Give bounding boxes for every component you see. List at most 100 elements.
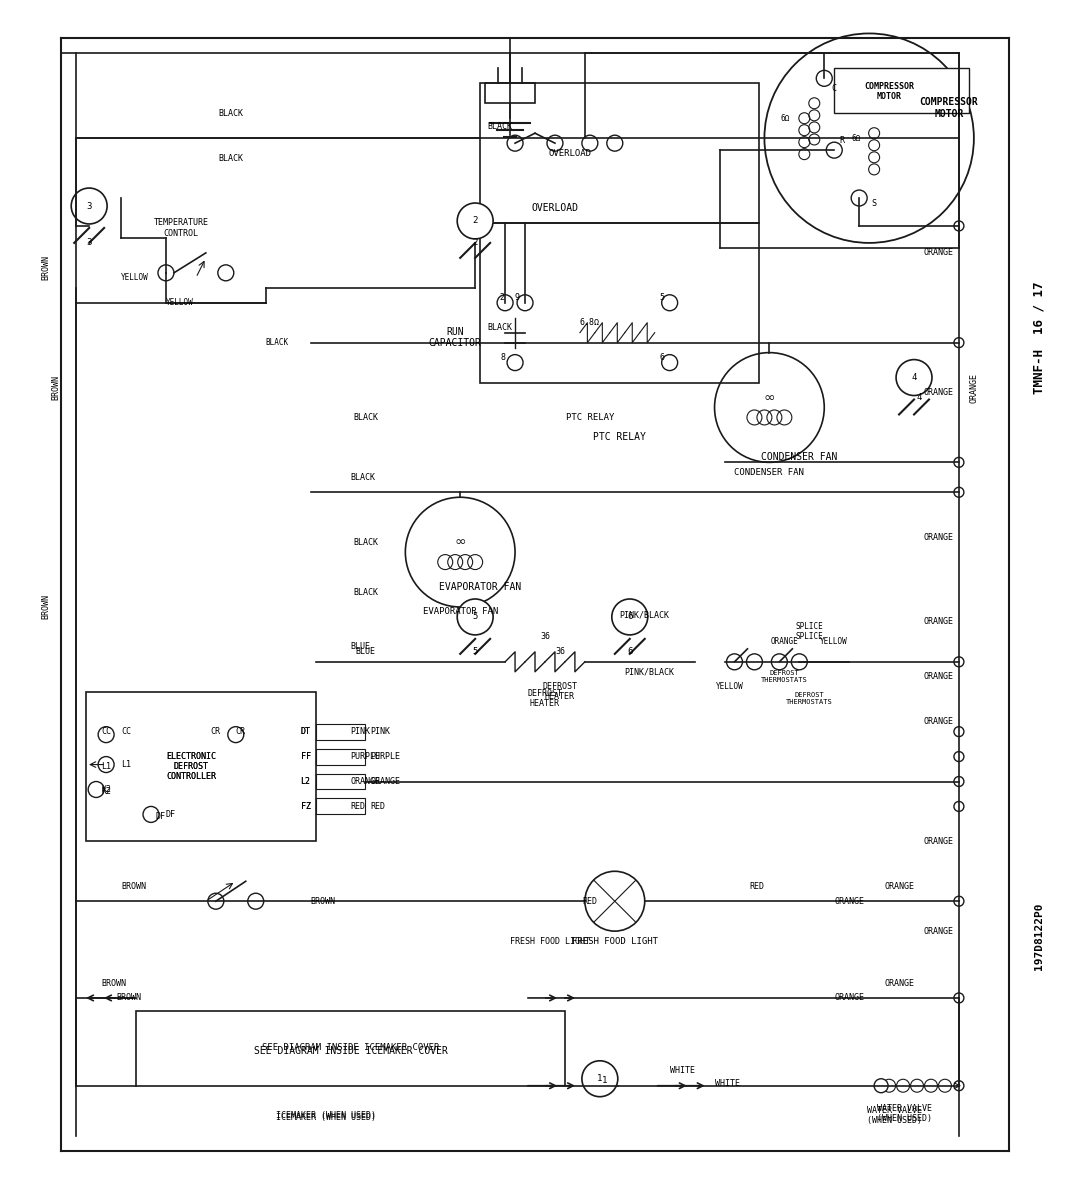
Text: BROWN: BROWN (116, 994, 141, 1003)
Text: ORANGE: ORANGE (835, 896, 864, 906)
Text: 36: 36 (555, 647, 565, 656)
Circle shape (606, 135, 623, 151)
Text: PINK: PINK (370, 728, 391, 736)
Circle shape (954, 726, 964, 737)
Circle shape (458, 203, 493, 239)
Circle shape (954, 656, 964, 667)
Circle shape (158, 265, 174, 281)
Text: EVAPORATOR FAN: EVAPORATOR FAN (422, 608, 498, 616)
Text: ORANGE: ORANGE (835, 994, 864, 1003)
Text: BROWN: BROWN (121, 882, 146, 890)
Circle shape (248, 894, 264, 909)
Text: BLACK: BLACK (266, 338, 289, 347)
Circle shape (98, 756, 114, 773)
Circle shape (517, 294, 533, 311)
Text: 2: 2 (473, 239, 478, 247)
Text: YELLOW: YELLOW (821, 637, 848, 647)
Text: BROWN: BROWN (310, 896, 336, 906)
Text: ORANGE: ORANGE (370, 777, 401, 786)
Circle shape (954, 1080, 964, 1091)
Circle shape (727, 654, 742, 669)
Text: EVAPORATOR FAN: EVAPORATOR FAN (439, 582, 521, 592)
Text: 36: 36 (540, 633, 550, 641)
Text: L1: L1 (121, 760, 131, 769)
Text: 2  9: 2 9 (500, 293, 520, 303)
Text: BLUE: BLUE (355, 647, 376, 656)
Text: ORANGE: ORANGE (924, 717, 954, 726)
Circle shape (954, 457, 964, 468)
Circle shape (746, 654, 763, 669)
Text: ORANGE: ORANGE (350, 777, 380, 786)
Bar (316, 749, 365, 764)
Circle shape (612, 599, 647, 635)
Text: CR: CR (236, 728, 246, 736)
Text: 5: 5 (660, 293, 665, 303)
Text: SEE DIAGRAM INSIDE ICEMAKER COVER: SEE DIAGRAM INSIDE ICEMAKER COVER (262, 1043, 439, 1053)
Text: DF: DF (156, 812, 166, 821)
Circle shape (792, 654, 808, 669)
Text: WHITE: WHITE (670, 1066, 695, 1075)
Text: DT: DT (300, 728, 310, 736)
Text: ORANGE: ORANGE (924, 388, 954, 396)
Text: PINK/BLACK: PINK/BLACK (625, 667, 674, 677)
Text: CC: CC (121, 728, 131, 736)
Text: L2: L2 (300, 777, 310, 786)
Bar (316, 799, 365, 814)
Bar (316, 724, 365, 740)
Bar (480, 223, 759, 382)
Text: COMPRESSOR
MOTOR: COMPRESSOR MOTOR (920, 97, 978, 119)
Text: BLACK: BLACK (353, 413, 378, 421)
Circle shape (826, 142, 842, 158)
Text: RED: RED (350, 802, 365, 811)
Bar (86, 692, 316, 842)
Text: TEMPERATURE
CONTROL: TEMPERATURE CONTROL (153, 218, 209, 237)
Circle shape (954, 488, 964, 497)
Circle shape (88, 781, 104, 798)
Text: 197D8122P0: 197D8122P0 (1034, 902, 1044, 970)
Text: 6Ω: 6Ω (780, 114, 789, 122)
Text: DEFROST
HEATER: DEFROST HEATER (528, 688, 562, 709)
Text: RED: RED (583, 896, 598, 906)
Text: 3: 3 (86, 202, 92, 210)
Circle shape (208, 894, 224, 909)
Text: 2: 2 (473, 216, 478, 226)
Circle shape (582, 135, 598, 151)
Text: ORANGE: ORANGE (924, 533, 954, 541)
Text: CONDENSER FAN: CONDENSER FAN (761, 452, 838, 463)
Circle shape (98, 726, 114, 743)
Text: 8: 8 (500, 353, 505, 362)
Text: ∞: ∞ (454, 535, 466, 550)
Text: ORANGE: ORANGE (969, 373, 978, 402)
Text: BLACK: BLACK (353, 538, 378, 547)
Text: FRESH FOOD LIGHT: FRESH FOOD LIGHT (510, 937, 590, 946)
Circle shape (71, 188, 107, 224)
Text: BROWN: BROWN (42, 595, 51, 620)
Text: ORANGE: ORANGE (924, 248, 954, 258)
Circle shape (896, 360, 932, 395)
Text: ICEMAKER (WHEN USED): ICEMAKER (WHEN USED) (276, 1113, 376, 1122)
Text: BLACK: BLACK (353, 588, 378, 597)
Circle shape (143, 806, 159, 823)
Circle shape (458, 599, 493, 635)
Text: PURPLE: PURPLE (370, 753, 401, 761)
Circle shape (547, 135, 563, 151)
Text: COMPRESSOR
MOTOR: COMPRESSOR MOTOR (864, 82, 914, 101)
Text: RUN
CAPACITOR: RUN CAPACITOR (429, 326, 481, 349)
Text: BLACK: BLACK (488, 122, 513, 131)
Text: CONDENSER FAN: CONDENSER FAN (735, 468, 805, 477)
Text: BROWN: BROWN (42, 255, 51, 280)
Text: DEFROST
THERMOSTATS: DEFROST THERMOSTATS (786, 692, 833, 705)
Text: BROWN: BROWN (101, 979, 126, 989)
Text: ELECTRONIC
DEFROST
CONTROLLER: ELECTRONIC DEFROST CONTROLLER (166, 751, 215, 781)
Text: RED: RED (750, 882, 765, 890)
Text: WATER VALVE
(WHEN USED): WATER VALVE (WHEN USED) (877, 1104, 932, 1123)
Text: L1: L1 (101, 762, 111, 772)
Text: ORANGE: ORANGE (924, 927, 954, 935)
Text: K2: K2 (101, 785, 111, 794)
Circle shape (218, 265, 234, 281)
Text: L2: L2 (300, 777, 310, 786)
Text: R: R (839, 135, 844, 145)
Text: WATER VALVE
(WHEN USED): WATER VALVE (WHEN USED) (867, 1106, 922, 1125)
Text: 1: 1 (602, 1077, 607, 1085)
Circle shape (771, 654, 787, 669)
